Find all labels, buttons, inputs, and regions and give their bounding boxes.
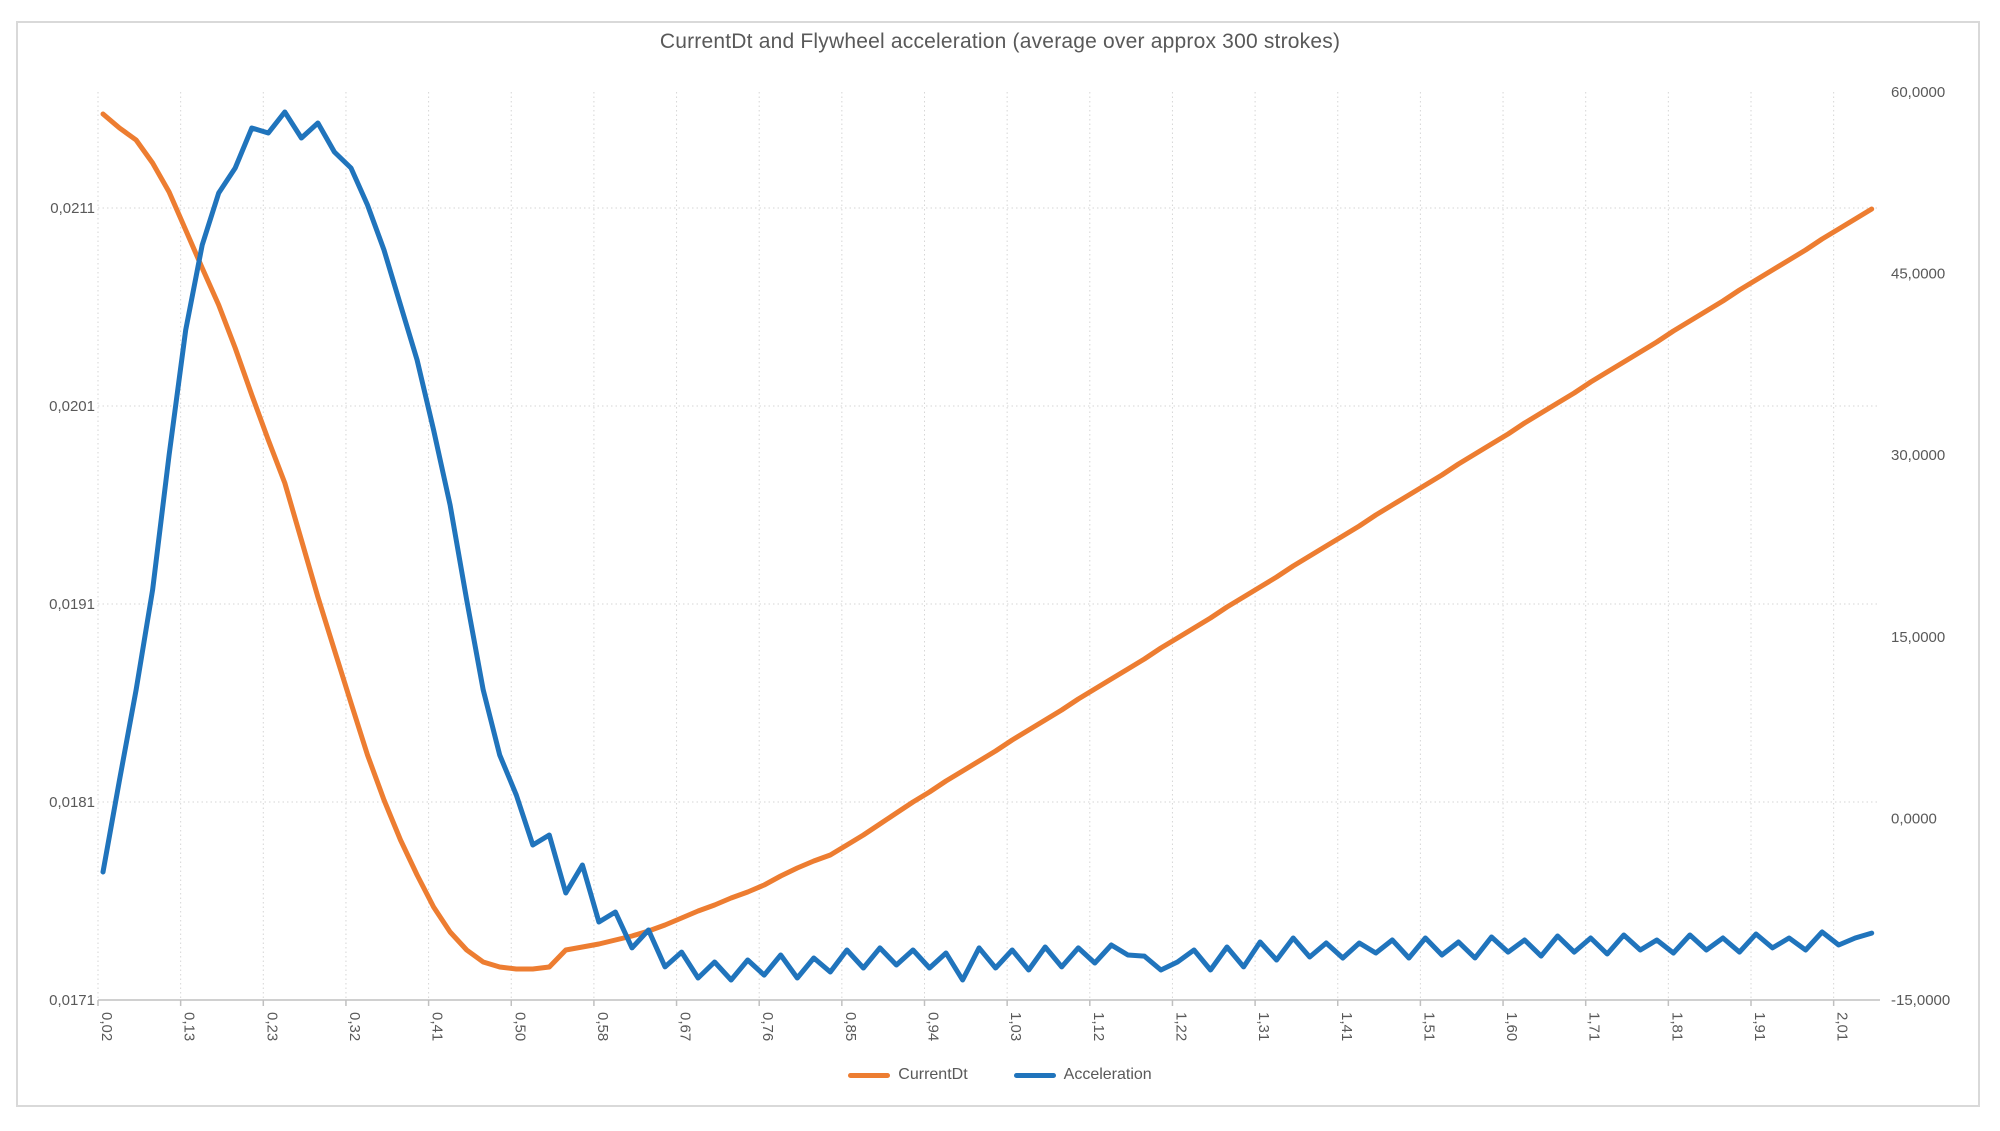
chart-legend: CurrentDt Acceleration [0,1066,2000,1084]
svg-text:0,76: 0,76 [759,1012,776,1041]
series-currentdt-line [100,111,1875,972]
svg-text:0,02: 0,02 [98,1012,115,1041]
svg-text:1,31: 1,31 [1255,1012,1272,1041]
x-gridlines [97,92,1835,1000]
svg-text:0,0181: 0,0181 [49,794,95,811]
svg-text:30,0000: 30,0000 [1891,447,1945,464]
svg-text:60,0000: 60,0000 [1891,84,1945,101]
x-tick-labels: 0,02 0,13 0,23 0,32 0,41 0,50 0,58 0,67 0,76 0,85… [98,1012,1851,1041]
svg-text:0,0211: 0,0211 [50,200,95,217]
svg-text:15,0000: 15,0000 [1891,629,1945,646]
legend-label-acceleration: Acceleration [1063,1066,1152,1083]
svg-text:0,23: 0,23 [263,1012,280,1041]
series-acceleration-line [100,109,1875,983]
legend-item-acceleration: Acceleration [1013,1066,1152,1084]
x-axis-line [97,999,1880,1006]
svg-text:0,50: 0,50 [511,1012,528,1041]
svg-text:1,71: 1,71 [1586,1012,1603,1041]
svg-text:1,41: 1,41 [1338,1012,1355,1041]
right-axis-labels: -15,0000 0,0000 15,0000 30,0000 45,0000 60,00… [1891,84,1950,1009]
svg-text:0,58: 0,58 [594,1012,611,1041]
svg-text:45,0000: 45,0000 [1891,266,1945,283]
svg-text:1,03: 1,03 [1007,1012,1024,1041]
svg-text:1,22: 1,22 [1172,1012,1189,1041]
svg-text:0,41: 0,41 [429,1012,446,1041]
legend-label-currentdt: CurrentDt [898,1066,968,1083]
svg-text:0,13: 0,13 [181,1012,198,1041]
svg-text:1,91: 1,91 [1751,1012,1768,1041]
left-axis-labels: 0,0171 0,0181 0,0191 0,0201 0,0211 [49,200,95,1009]
svg-text:1,81: 1,81 [1668,1012,1685,1041]
svg-text:1,12: 1,12 [1090,1012,1107,1041]
svg-text:0,0000: 0,0000 [1891,810,1937,827]
svg-text:0,0171: 0,0171 [49,992,95,1009]
svg-text:1,60: 1,60 [1503,1012,1520,1041]
chart-title: CurrentDt and Flywheel acceleration (ave… [659,30,1341,53]
svg-text:0,85: 0,85 [842,1012,859,1041]
svg-text:0,94: 0,94 [925,1012,942,1041]
svg-text:0,32: 0,32 [346,1012,363,1041]
currentdt-line-swatch [848,1072,891,1078]
y-gridlines [98,207,1880,803]
svg-text:0,0201: 0,0201 [49,398,95,415]
chart-container [16,21,1980,1107]
acceleration-line-swatch [1013,1072,1056,1078]
svg-text:0,0191: 0,0191 [49,596,95,613]
svg-text:1,51: 1,51 [1420,1012,1437,1041]
svg-text:-15,0000: -15,0000 [1891,992,1950,1009]
svg-text:0,67: 0,67 [677,1012,694,1041]
svg-text:2,01: 2,01 [1834,1012,1851,1041]
legend-item-currentdt: CurrentDt [848,1066,968,1084]
